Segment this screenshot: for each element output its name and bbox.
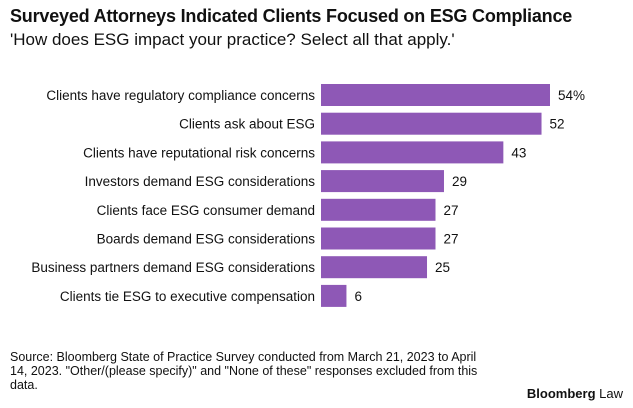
bar: [321, 84, 550, 106]
category-label: Clients ask about ESG: [179, 117, 315, 132]
value-label: 27: [444, 232, 459, 247]
category-label: Boards demand ESG considerations: [97, 232, 316, 247]
bar: [321, 112, 542, 135]
value-label: 27: [444, 203, 459, 218]
bar: [321, 256, 428, 279]
bar: [321, 170, 444, 193]
category-label: Investors demand ESG considerations: [85, 174, 316, 189]
value-label: 25: [435, 260, 450, 275]
category-label: Business partners demand ESG considerati…: [31, 260, 315, 275]
value-label: 52: [550, 117, 565, 132]
category-label: Clients face ESG consumer demand: [97, 203, 315, 218]
bar-chart: Clients have regulatory compliance conce…: [31, 84, 585, 307]
bar: [321, 141, 504, 164]
brand-bold: Bloomberg: [526, 386, 596, 401]
bar: [321, 284, 347, 307]
bar: [321, 198, 436, 221]
brand-logo: Bloomberg Law: [527, 386, 623, 401]
chart-title: Surveyed Attorneys Indicated Clients Foc…: [10, 6, 573, 26]
brand-light: Law: [595, 386, 623, 401]
value-label: 6: [354, 289, 362, 304]
category-label: Clients tie ESG to executive compensatio…: [60, 289, 315, 304]
category-label: Clients have reputational risk concerns: [83, 145, 315, 160]
category-label: Clients have regulatory compliance conce…: [46, 88, 315, 103]
chart-subtitle: 'How does ESG impact your practice? Sele…: [10, 30, 455, 49]
value-label: 43: [511, 145, 526, 160]
bar: [321, 227, 436, 250]
value-label: 54%: [558, 88, 585, 103]
source-note: Source: Bloomberg State of Practice Surv…: [10, 350, 478, 392]
value-label: 29: [452, 174, 467, 189]
